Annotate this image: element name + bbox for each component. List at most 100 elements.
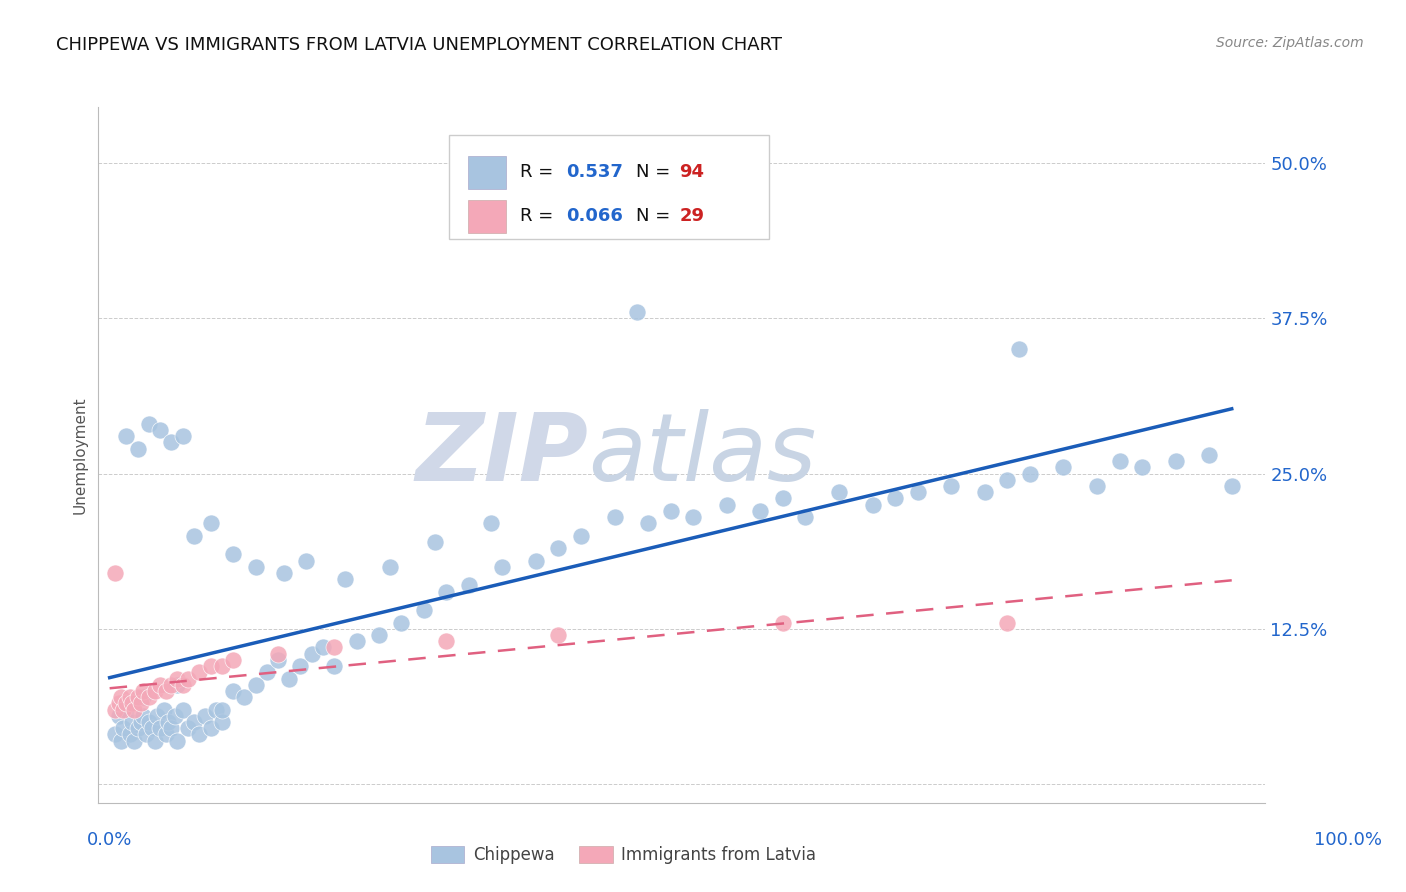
Point: [547, 541, 569, 555]
Point: [149, 678, 172, 692]
Point: [323, 659, 346, 673]
Point: [172, 429, 194, 443]
Point: [205, 703, 228, 717]
Text: 100.0%: 100.0%: [1315, 830, 1382, 848]
Point: [129, 714, 152, 729]
Point: [163, 708, 186, 723]
Point: [772, 615, 794, 630]
Point: [121, 697, 143, 711]
Point: [141, 721, 163, 735]
Point: [1220, 479, 1243, 493]
Point: [233, 690, 256, 705]
Point: [346, 634, 368, 648]
Point: [112, 703, 135, 717]
Point: [143, 684, 166, 698]
Point: [135, 727, 157, 741]
Point: [166, 672, 188, 686]
Point: [132, 684, 155, 698]
FancyBboxPatch shape: [468, 156, 506, 189]
Point: [479, 516, 502, 531]
Point: [1130, 460, 1153, 475]
Point: [312, 640, 335, 655]
Point: [547, 628, 569, 642]
Text: atlas: atlas: [589, 409, 817, 500]
Point: [273, 566, 295, 580]
Point: [301, 647, 323, 661]
Text: N =: N =: [637, 207, 676, 226]
Point: [138, 690, 160, 705]
Point: [121, 714, 143, 729]
Legend: Chippewa, Immigrants from Latvia: Chippewa, Immigrants from Latvia: [425, 839, 823, 871]
Point: [278, 672, 301, 686]
Text: CHIPPEWA VS IMMIGRANTS FROM LATVIA UNEMPLOYMENT CORRELATION CHART: CHIPPEWA VS IMMIGRANTS FROM LATVIA UNEMP…: [56, 36, 782, 54]
Point: [146, 708, 169, 723]
Point: [884, 491, 907, 506]
Point: [716, 498, 738, 512]
Point: [423, 534, 446, 549]
Y-axis label: Unemployment: Unemployment: [72, 396, 87, 514]
Point: [211, 714, 233, 729]
Point: [104, 566, 127, 580]
Point: [127, 721, 149, 735]
Point: [973, 485, 995, 500]
Point: [104, 727, 127, 741]
Point: [110, 690, 132, 705]
Point: [772, 491, 794, 506]
Point: [107, 708, 129, 723]
Point: [491, 559, 513, 574]
Point: [115, 429, 138, 443]
Point: [389, 615, 412, 630]
Point: [124, 733, 146, 747]
Point: [149, 423, 172, 437]
Point: [637, 516, 659, 531]
Point: [194, 708, 217, 723]
Point: [995, 473, 1018, 487]
Point: [412, 603, 434, 617]
Point: [166, 678, 188, 692]
Text: 0.537: 0.537: [567, 163, 623, 181]
Point: [200, 659, 222, 673]
Point: [160, 435, 183, 450]
Point: [794, 510, 817, 524]
Point: [143, 733, 166, 747]
Point: [323, 640, 346, 655]
Point: [177, 672, 200, 686]
Point: [129, 697, 152, 711]
Point: [132, 690, 155, 705]
Point: [127, 690, 149, 705]
Point: [569, 529, 592, 543]
Point: [172, 703, 194, 717]
Point: [132, 708, 155, 723]
FancyBboxPatch shape: [449, 135, 769, 239]
Point: [749, 504, 772, 518]
Point: [267, 647, 290, 661]
Text: 0.066: 0.066: [567, 207, 623, 226]
Point: [457, 578, 479, 592]
Point: [155, 727, 177, 741]
Point: [434, 634, 457, 648]
Point: [290, 659, 312, 673]
Point: [112, 721, 135, 735]
Point: [524, 553, 547, 567]
Point: [1085, 479, 1108, 493]
Point: [1018, 467, 1040, 481]
Text: 29: 29: [679, 207, 704, 226]
Point: [188, 727, 211, 741]
Point: [211, 703, 233, 717]
Point: [1007, 343, 1029, 357]
Point: [110, 733, 132, 747]
Point: [138, 417, 160, 431]
Point: [941, 479, 963, 493]
Point: [200, 516, 222, 531]
Point: [1164, 454, 1187, 468]
Point: [907, 485, 929, 500]
Point: [138, 714, 160, 729]
Point: [115, 697, 138, 711]
Point: [659, 504, 682, 518]
Point: [682, 510, 704, 524]
Text: 94: 94: [679, 163, 704, 181]
Point: [188, 665, 211, 680]
Point: [107, 697, 129, 711]
Point: [127, 442, 149, 456]
Text: ZIP: ZIP: [416, 409, 589, 501]
